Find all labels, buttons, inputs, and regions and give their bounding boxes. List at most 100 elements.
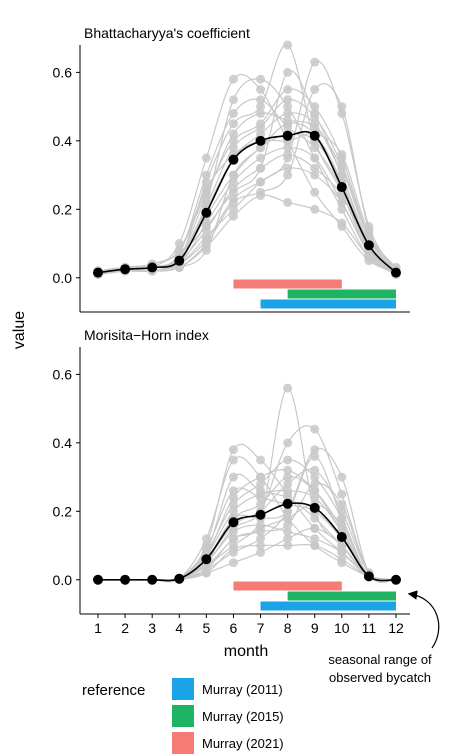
y-tick-label: 0.4 bbox=[53, 435, 73, 451]
individual-point bbox=[256, 177, 266, 187]
mean-point bbox=[201, 207, 212, 218]
individual-point bbox=[283, 95, 293, 105]
individual-point bbox=[228, 74, 238, 84]
individual-point bbox=[228, 472, 238, 482]
individual-point bbox=[283, 520, 293, 530]
individual-point bbox=[228, 184, 238, 194]
legend-swatch bbox=[172, 705, 194, 727]
individual-point bbox=[256, 527, 266, 537]
reference-bar bbox=[260, 299, 396, 309]
individual-point bbox=[310, 513, 320, 523]
individual-point bbox=[310, 493, 320, 503]
individual-point bbox=[256, 541, 266, 551]
mean-point bbox=[228, 517, 239, 528]
panel-bhattacharyya: Bhattacharyya's coefficient 0.0 0.2 0.4 0.6 bbox=[53, 25, 410, 313]
individual-point bbox=[228, 119, 238, 129]
individual-point bbox=[228, 455, 238, 465]
y-tick-label: 0.0 bbox=[53, 270, 73, 286]
x-tick-label: 4 bbox=[175, 620, 183, 636]
x-tick-label: 8 bbox=[284, 620, 292, 636]
individual-point bbox=[256, 547, 266, 557]
individual-point bbox=[283, 506, 293, 516]
individual-point bbox=[283, 122, 293, 132]
individual-point bbox=[283, 85, 293, 94]
individual-point bbox=[283, 115, 293, 125]
x-tick-label: 3 bbox=[148, 620, 156, 636]
individual-point bbox=[228, 544, 238, 554]
individual-point bbox=[256, 191, 266, 201]
individual-point bbox=[256, 486, 266, 496]
individual-point bbox=[283, 479, 293, 489]
individual-point bbox=[256, 95, 266, 105]
individual-point bbox=[201, 153, 211, 163]
individual-point bbox=[283, 197, 293, 207]
individual-point bbox=[310, 445, 320, 455]
mean-point bbox=[174, 255, 185, 266]
reference-bar bbox=[233, 581, 342, 591]
legend: reference Murray (2011)Murray (2015)Murr… bbox=[82, 678, 284, 754]
annotation-line-2: observed bycatch bbox=[329, 670, 431, 685]
individual-point bbox=[256, 163, 266, 173]
individual-point bbox=[337, 218, 347, 228]
mean-point bbox=[309, 502, 320, 513]
annotation: seasonal range of observed bycatch bbox=[328, 590, 440, 685]
individual-point bbox=[228, 445, 238, 455]
individual-point bbox=[228, 129, 238, 139]
individual-point bbox=[228, 527, 238, 537]
x-tick-label: 6 bbox=[230, 620, 238, 636]
individual-point bbox=[337, 547, 347, 557]
individual-point bbox=[337, 499, 347, 509]
individual-point bbox=[310, 472, 320, 482]
individual-point bbox=[310, 85, 320, 94]
individual-point bbox=[337, 160, 347, 170]
y-tick-label: 0.6 bbox=[53, 366, 73, 382]
individual-series-layer bbox=[93, 383, 401, 585]
individual-series-line bbox=[98, 456, 397, 583]
annotation-arrow bbox=[407, 590, 440, 649]
individual-series-layer bbox=[93, 40, 401, 279]
individual-point bbox=[337, 554, 347, 564]
individual-point bbox=[228, 558, 238, 568]
x-tick-label: 5 bbox=[202, 620, 210, 636]
individual-point bbox=[310, 534, 320, 544]
x-tick-label: 9 bbox=[311, 620, 319, 636]
individual-point bbox=[337, 102, 347, 112]
individual-point bbox=[310, 479, 320, 489]
x-tick-label: 1 bbox=[94, 620, 102, 636]
mean-point bbox=[201, 554, 212, 565]
individual-point bbox=[256, 122, 266, 132]
individual-point bbox=[256, 479, 266, 489]
mean-point bbox=[282, 498, 293, 509]
individual-point bbox=[256, 108, 266, 118]
individual-point bbox=[310, 523, 320, 533]
individual-point bbox=[228, 211, 238, 221]
individual-series-line bbox=[97, 73, 397, 275]
individual-point bbox=[256, 455, 266, 465]
individual-point bbox=[256, 472, 266, 482]
x-tick-label: 10 bbox=[334, 620, 350, 636]
reference-bar bbox=[260, 601, 396, 611]
reference-bars-layer bbox=[233, 279, 396, 309]
individual-point bbox=[310, 424, 320, 434]
individual-point bbox=[337, 197, 347, 207]
x-tick-label: 12 bbox=[388, 620, 404, 636]
individual-point bbox=[228, 493, 238, 503]
y-tick-label: 0.4 bbox=[53, 133, 73, 149]
individual-point bbox=[283, 527, 293, 537]
individual-point bbox=[337, 489, 347, 499]
individual-point bbox=[201, 235, 211, 245]
annotation-line-1: seasonal range of bbox=[328, 652, 432, 667]
individual-point bbox=[310, 163, 320, 173]
individual-point bbox=[228, 108, 238, 118]
individual-point bbox=[283, 150, 293, 160]
individual-point bbox=[283, 170, 293, 180]
individual-point bbox=[310, 465, 320, 475]
y-axis-label: value bbox=[11, 311, 28, 349]
y-tick-label: 0.2 bbox=[53, 503, 73, 519]
reference-bar bbox=[287, 591, 396, 601]
individual-point bbox=[256, 74, 266, 84]
panel-title-bhattacharyya: Bhattacharyya's coefficient bbox=[84, 25, 250, 41]
individual-point bbox=[228, 204, 238, 214]
mean-point bbox=[309, 130, 320, 141]
individual-point bbox=[283, 102, 293, 112]
